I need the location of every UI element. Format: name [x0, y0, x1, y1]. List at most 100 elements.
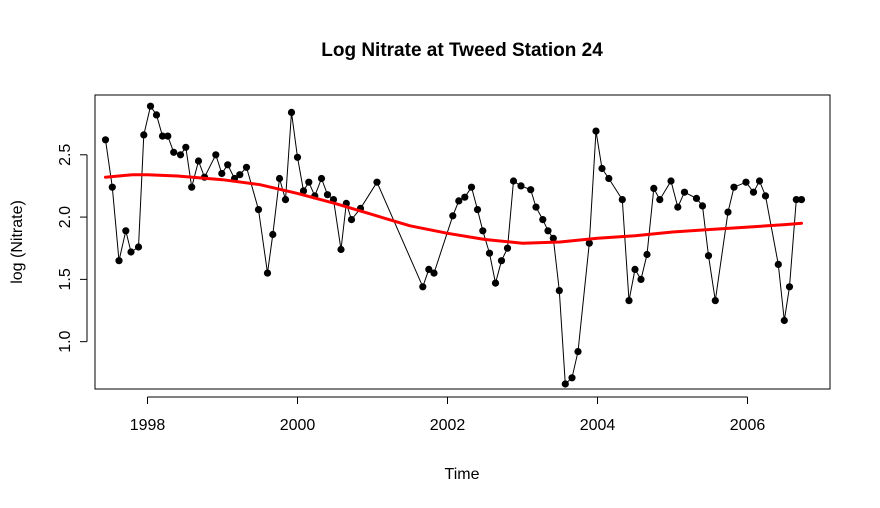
- data-point: [742, 178, 750, 186]
- data-point: [242, 163, 251, 171]
- data-point: [305, 178, 313, 186]
- data-point: [711, 297, 719, 305]
- data-point: [347, 216, 356, 224]
- data-point: [792, 196, 800, 204]
- data-point: [212, 151, 220, 159]
- y-tick-label: 2.0: [57, 206, 74, 228]
- series-layer: [101, 102, 806, 388]
- data-point: [182, 143, 190, 151]
- data-point: [485, 249, 494, 257]
- data-point: [455, 197, 463, 205]
- data-point: [549, 234, 557, 242]
- data-point: [287, 108, 296, 116]
- data-point: [122, 227, 130, 235]
- y-tick-label: 1.5: [57, 268, 74, 290]
- data-point: [299, 187, 308, 195]
- data-point: [140, 131, 148, 139]
- plot-frame: [94, 94, 831, 390]
- data-point: [637, 275, 645, 283]
- observed-line: [105, 104, 802, 386]
- data-point: [164, 132, 172, 140]
- data-point: [170, 148, 178, 156]
- data-point: [643, 250, 651, 259]
- data-point: [585, 239, 593, 247]
- data-point: [592, 127, 600, 135]
- x-tick-label: 1998: [130, 417, 166, 434]
- data-point: [263, 269, 272, 277]
- data-point: [158, 132, 167, 140]
- data-point: [317, 174, 326, 183]
- trend-line: [104, 173, 803, 245]
- data-point: [127, 248, 135, 256]
- data-point: [755, 177, 764, 185]
- data-point: [218, 169, 226, 178]
- data-point: [704, 252, 713, 260]
- data-point: [134, 243, 143, 251]
- data-point: [176, 151, 185, 159]
- data-point: [115, 257, 123, 265]
- data-point: [281, 196, 290, 204]
- data-point: [373, 178, 381, 186]
- x-tick-label: 2002: [430, 417, 466, 434]
- y-axis: 1.0 1.5 2.0 2.5: [57, 144, 88, 353]
- x-axis: 1998 2000 2002 2004 2006: [130, 396, 766, 434]
- data-point: [785, 283, 794, 291]
- data-point: [503, 244, 512, 252]
- data-point: [419, 283, 427, 291]
- data-point: [625, 297, 633, 305]
- data-point: [749, 188, 758, 196]
- data-point: [618, 196, 626, 204]
- data-point: [194, 157, 203, 165]
- data-point: [656, 196, 664, 204]
- data-point: [761, 192, 770, 200]
- data-point: [730, 183, 738, 191]
- data-point: [449, 212, 457, 220]
- data-point: [561, 380, 569, 388]
- data-point: [544, 227, 552, 235]
- x-tick-label: 2004: [580, 417, 616, 434]
- y-tick-label: 1.0: [57, 330, 74, 352]
- data-point: [509, 177, 518, 185]
- data-point: [692, 194, 701, 202]
- data-point: [461, 193, 469, 201]
- data-point: [680, 188, 689, 196]
- x-axis-title: Time: [445, 466, 480, 483]
- data-point: [473, 206, 482, 214]
- data-point: [275, 174, 284, 183]
- data-point: [724, 208, 732, 216]
- data-point: [797, 196, 806, 204]
- x-tick-label: 2006: [730, 417, 766, 434]
- data-point: [497, 257, 506, 265]
- data-point: [774, 260, 782, 268]
- data-point: [667, 177, 675, 185]
- data-point: [152, 111, 161, 119]
- data-point: [430, 269, 438, 277]
- data-point: [674, 203, 682, 211]
- data-point: [101, 136, 110, 144]
- data-point: [555, 287, 563, 295]
- data-point: [650, 184, 658, 192]
- data-point: [224, 161, 232, 169]
- data-point: [698, 202, 707, 210]
- data-point: [425, 265, 433, 273]
- data-point: [467, 183, 476, 191]
- data-point: [254, 206, 263, 214]
- data-point: [323, 191, 332, 199]
- data-point: [293, 153, 302, 161]
- data-point: [517, 182, 525, 190]
- data-point: [491, 279, 500, 287]
- x-tick-label: 2000: [280, 417, 316, 434]
- data-point: [108, 183, 116, 191]
- data-point: [188, 183, 196, 191]
- y-axis-title: log (Nitrate): [9, 200, 26, 284]
- data-point: [574, 348, 582, 356]
- chart-title: Log Nitrate at Tweed Station 24: [321, 40, 603, 61]
- data-point: [605, 174, 613, 183]
- data-point: [539, 216, 547, 224]
- y-tick-label: 2.5: [57, 144, 74, 166]
- data-point: [146, 102, 155, 110]
- data-point: [780, 316, 788, 325]
- data-point: [568, 374, 576, 382]
- data-point: [598, 164, 606, 173]
- data-point: [631, 265, 639, 273]
